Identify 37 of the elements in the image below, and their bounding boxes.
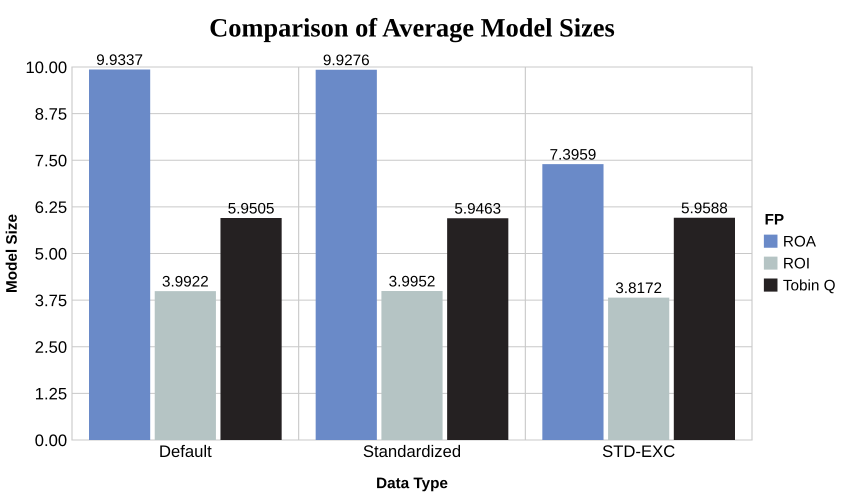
chart-title: Comparison of Average Model Sizes: [210, 18, 614, 42]
bar: [447, 218, 508, 440]
data-label: 3.9922: [162, 276, 208, 287]
y-tick-label: 6.25: [36, 201, 66, 214]
x-tick-label: Default: [160, 444, 212, 458]
bar: [154, 291, 216, 440]
data-label: 5.9588: [682, 202, 728, 214]
bar: [220, 218, 282, 440]
bar: [608, 298, 670, 440]
bar: [316, 70, 377, 440]
y-tick-label: 8.75: [35, 108, 66, 120]
y-axis-title: Model Size: [6, 214, 17, 292]
bar: [89, 69, 150, 440]
legend-label: ROI: [784, 258, 809, 269]
data-label: 3.9952: [389, 276, 435, 287]
data-label: 3.8172: [616, 282, 662, 294]
data-label: 9.9276: [324, 54, 369, 66]
y-tick-label: 0.00: [35, 434, 66, 446]
legend-title: FP: [766, 214, 784, 225]
bar: [674, 218, 735, 440]
x-axis-title: Data Type: [377, 478, 448, 492]
y-tick-label: 3.75: [35, 294, 66, 306]
data-label: 5.9505: [228, 202, 274, 214]
bar: [381, 290, 443, 440]
y-tick-label: 2.50: [36, 341, 66, 353]
bar: [542, 164, 604, 440]
x-tick-label: Standardized: [364, 444, 460, 458]
data-label: 5.9463: [454, 202, 500, 214]
data-label: 9.9337: [96, 54, 142, 66]
x-tick-label: STD-EXC: [602, 445, 675, 458]
legend-label: Tobin Q: [783, 279, 835, 294]
legend-label: ROA: [784, 236, 816, 247]
y-tick-label: 7.50: [36, 154, 66, 166]
y-tick-label: 1.25: [36, 388, 66, 400]
y-tick-label: 5.00: [35, 248, 66, 260]
data-label: 7.3959: [550, 148, 596, 160]
y-tick-label: 10.00: [26, 61, 66, 74]
